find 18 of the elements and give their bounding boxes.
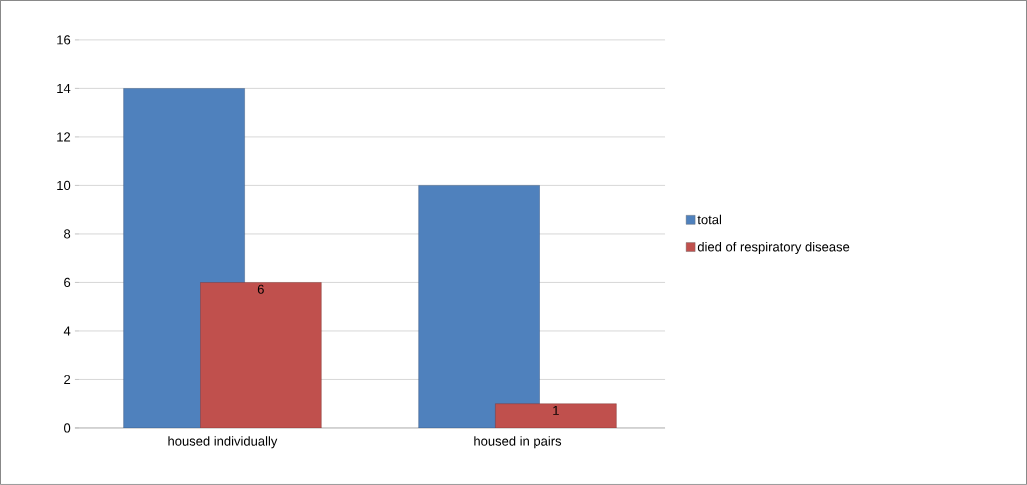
bar <box>418 185 540 429</box>
y-tick-label: 14 <box>57 84 71 93</box>
legend-label: died of respiratory disease <box>697 241 850 255</box>
y-tick-label: 16 <box>57 35 71 45</box>
y-tick-label: 12 <box>57 132 71 142</box>
y-tick-label: 10 <box>57 180 71 191</box>
y-tick-label: 8 <box>64 229 71 239</box>
bar <box>200 282 322 429</box>
x-tick-label: housed individually <box>168 436 278 449</box>
y-tick-label: 0 <box>64 423 71 433</box>
bar <box>495 403 617 429</box>
y-tick-label: 2 <box>64 374 71 385</box>
legend-label: total <box>697 214 722 225</box>
y-tick-label: 6 <box>64 277 71 288</box>
data-label: 6 <box>257 284 264 294</box>
y-tick-label: 4 <box>63 326 71 336</box>
x-tick-label: housed in pairs <box>474 436 562 449</box>
data-label: 1 <box>553 405 559 415</box>
